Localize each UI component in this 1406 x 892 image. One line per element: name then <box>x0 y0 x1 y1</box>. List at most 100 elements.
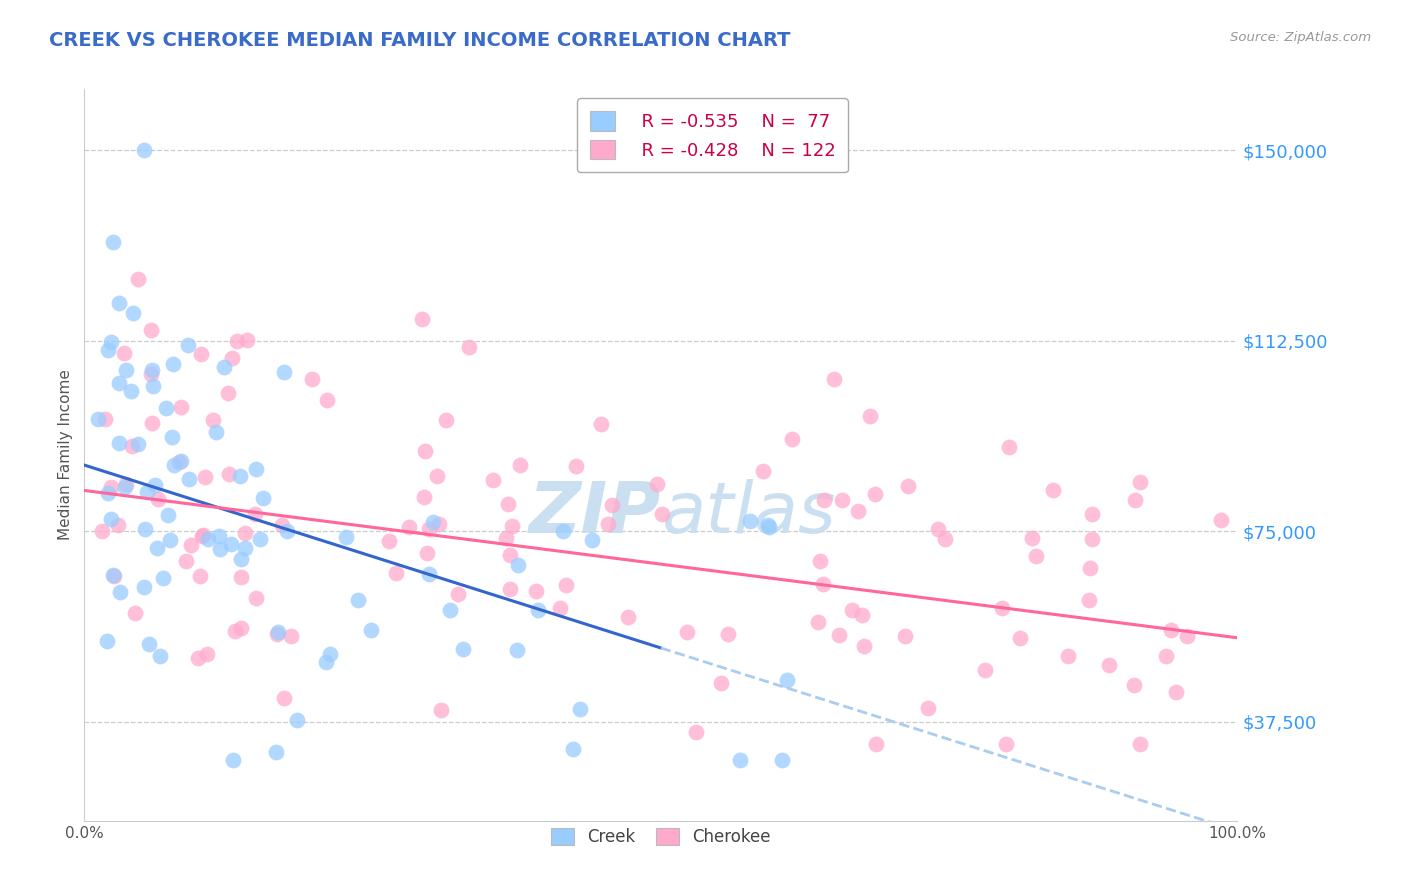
Point <box>439 603 461 617</box>
Text: CREEK VS CHEROKEE MEDIAN FAMILY INCOME CORRELATION CHART: CREEK VS CHEROKEE MEDIAN FAMILY INCOME C… <box>49 31 790 50</box>
Point <box>187 650 209 665</box>
Point <box>413 443 436 458</box>
Point <box>897 478 920 492</box>
Point <box>851 607 873 622</box>
Point <box>107 518 129 533</box>
Point <box>141 417 163 431</box>
Point <box>121 306 143 320</box>
Point <box>120 384 142 398</box>
Point <box>176 337 198 351</box>
Point <box>1078 593 1101 607</box>
Point <box>413 490 436 504</box>
Point <box>152 571 174 585</box>
Point <box>506 642 529 657</box>
Point <box>1080 533 1102 547</box>
Point <box>1211 512 1233 526</box>
Point <box>1021 531 1043 545</box>
Point <box>229 468 252 483</box>
Point <box>127 272 149 286</box>
Point <box>863 487 886 501</box>
Point <box>91 524 114 538</box>
Point <box>998 440 1021 454</box>
Point <box>562 741 585 756</box>
Point <box>229 570 252 584</box>
Point <box>596 517 619 532</box>
Point <box>245 591 267 605</box>
Point <box>498 498 520 512</box>
Point <box>217 386 239 401</box>
Point <box>427 517 450 532</box>
Point <box>1154 649 1177 664</box>
Text: Source: ZipAtlas.com: Source: ZipAtlas.com <box>1230 31 1371 45</box>
Point <box>315 655 337 669</box>
Point <box>108 295 131 310</box>
Y-axis label: Median Family Income: Median Family Income <box>58 369 73 541</box>
Point <box>823 372 845 386</box>
Point <box>159 533 181 547</box>
Point <box>1010 632 1032 646</box>
Point <box>758 519 780 533</box>
Point <box>97 343 120 357</box>
Point <box>148 491 170 506</box>
Point <box>828 628 851 642</box>
Point <box>226 334 249 349</box>
Point <box>219 537 242 551</box>
Point <box>124 606 146 620</box>
Point <box>163 458 186 472</box>
Point <box>974 663 997 677</box>
Point <box>143 478 166 492</box>
Point <box>756 518 779 533</box>
Point <box>434 412 457 426</box>
Point <box>170 400 193 414</box>
Point <box>807 615 830 629</box>
Point <box>170 453 193 467</box>
Point <box>717 627 740 641</box>
Point <box>100 334 122 349</box>
Point <box>231 621 253 635</box>
Point <box>197 647 219 661</box>
Point <box>447 587 470 601</box>
Point <box>191 527 214 541</box>
Point <box>780 432 803 446</box>
Point <box>527 603 550 617</box>
Point <box>728 753 751 767</box>
Point <box>482 473 505 487</box>
Point <box>616 610 638 624</box>
Point <box>685 725 707 739</box>
Point <box>224 624 246 638</box>
Point <box>917 700 939 714</box>
Point <box>426 469 449 483</box>
Point <box>1057 648 1080 663</box>
Point <box>553 524 575 539</box>
Point <box>134 522 156 536</box>
Text: atlas: atlas <box>661 479 835 548</box>
Point <box>188 569 211 583</box>
Point <box>335 530 357 544</box>
Point <box>934 533 956 547</box>
Point <box>236 333 259 347</box>
Point <box>190 346 212 360</box>
Point <box>846 504 869 518</box>
Point <box>430 702 453 716</box>
Point <box>301 371 323 385</box>
Point <box>270 518 292 533</box>
Point <box>710 676 733 690</box>
Legend: Creek, Cherokee: Creek, Cherokee <box>544 821 778 853</box>
Point <box>155 401 177 415</box>
Point <box>205 425 228 439</box>
Point <box>222 753 245 767</box>
Point <box>752 464 775 478</box>
Point <box>581 533 603 547</box>
Point <box>770 753 793 767</box>
Point <box>233 541 256 556</box>
Point <box>1122 678 1144 692</box>
Point <box>1078 561 1101 575</box>
Point <box>145 541 167 555</box>
Point <box>245 462 267 476</box>
Point <box>273 365 295 379</box>
Point <box>208 542 231 557</box>
Point <box>360 623 382 637</box>
Point <box>276 524 298 539</box>
Point <box>451 642 474 657</box>
Point <box>378 534 401 549</box>
